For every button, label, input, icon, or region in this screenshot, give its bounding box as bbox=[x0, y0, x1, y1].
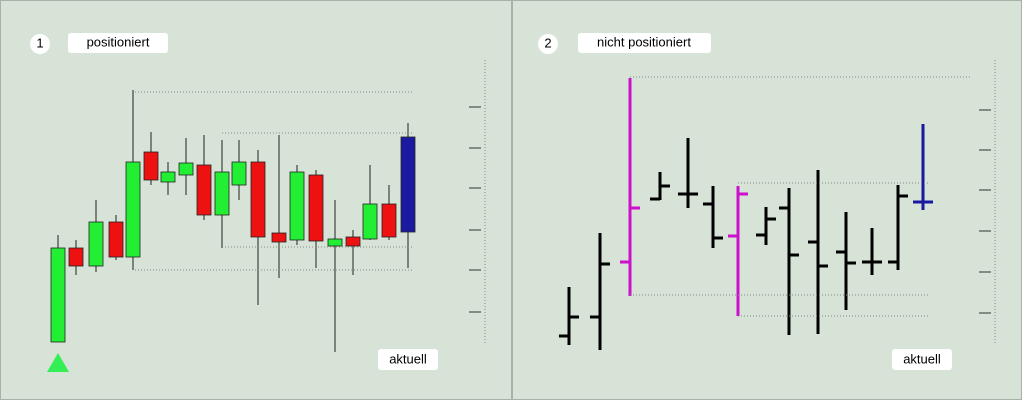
candle bbox=[125, 161, 141, 258]
candle bbox=[308, 174, 324, 242]
candle bbox=[289, 171, 305, 241]
panel-1-labels: 1 positioniert aktuell bbox=[30, 33, 438, 370]
current-box bbox=[378, 349, 438, 370]
label-box bbox=[578, 33, 711, 53]
candle bbox=[196, 164, 212, 216]
candle bbox=[68, 247, 84, 267]
candle bbox=[327, 238, 343, 247]
candle bbox=[143, 151, 159, 181]
candle bbox=[400, 136, 416, 233]
label-box bbox=[68, 33, 168, 53]
panel-right bbox=[512, 0, 1022, 400]
candle bbox=[178, 162, 194, 176]
candle bbox=[231, 161, 247, 186]
number-badge bbox=[538, 34, 558, 54]
candle bbox=[160, 171, 176, 183]
candle bbox=[88, 221, 104, 267]
current-label: aktuell bbox=[389, 351, 427, 366]
candle bbox=[362, 203, 378, 240]
panel-label: positioniert bbox=[87, 34, 150, 49]
candle bbox=[271, 232, 287, 243]
start-marker bbox=[47, 353, 69, 372]
candle bbox=[214, 171, 230, 216]
number-badge bbox=[30, 34, 50, 54]
panel-number: 1 bbox=[36, 35, 43, 50]
candle bbox=[250, 161, 266, 238]
candle bbox=[50, 247, 66, 343]
charts bbox=[50, 60, 996, 352]
panel-label: nicht positioniert bbox=[597, 34, 691, 49]
panel-2-labels: 2 nicht positioniert aktuell bbox=[538, 33, 952, 370]
candle bbox=[345, 236, 361, 247]
current-box bbox=[892, 349, 952, 370]
current-label: aktuell bbox=[903, 351, 941, 366]
candle bbox=[381, 203, 397, 238]
candle bbox=[108, 221, 124, 258]
panel-number: 2 bbox=[544, 35, 551, 50]
